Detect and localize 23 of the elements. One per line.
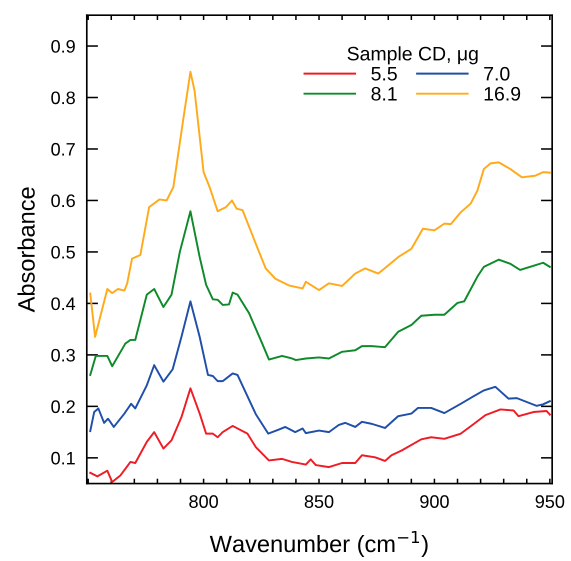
legend-label: 5.5 [371, 67, 397, 81]
y-tick-label: 0.4 [51, 297, 76, 310]
y-tick-label: 0.2 [51, 400, 75, 414]
x-tick-label: 850 [304, 495, 334, 508]
line-series [89, 300, 551, 435]
y-tick-label: 0.9 [51, 40, 75, 53]
y-tick-label: 0.3 [51, 348, 75, 362]
x-tick-label: 900 [420, 495, 449, 508]
y-tick-label: 0.8 [51, 91, 75, 104]
y-tick-label: 0.7 [51, 142, 75, 156]
x-axis-title: Wavenumber (cm$^{−1}$) [210, 530, 428, 557]
legend-label: 7.0 [484, 66, 510, 81]
legend-label: 8.1 [371, 86, 397, 101]
x-tick-label: 800 [189, 495, 218, 508]
x-tick-label: 950 [536, 495, 564, 508]
line-series [89, 210, 551, 376]
y-tick-label: 0.5 [51, 246, 75, 259]
line-series [89, 387, 551, 484]
y-tick-label: 0.6 [51, 194, 75, 208]
y-axis-title: Absorbance [17, 187, 35, 312]
legend-label: 16.9 [484, 86, 520, 101]
legend-title: Sample CD, μg [348, 46, 478, 64]
y-tick-label: 0.1 [51, 452, 75, 465]
